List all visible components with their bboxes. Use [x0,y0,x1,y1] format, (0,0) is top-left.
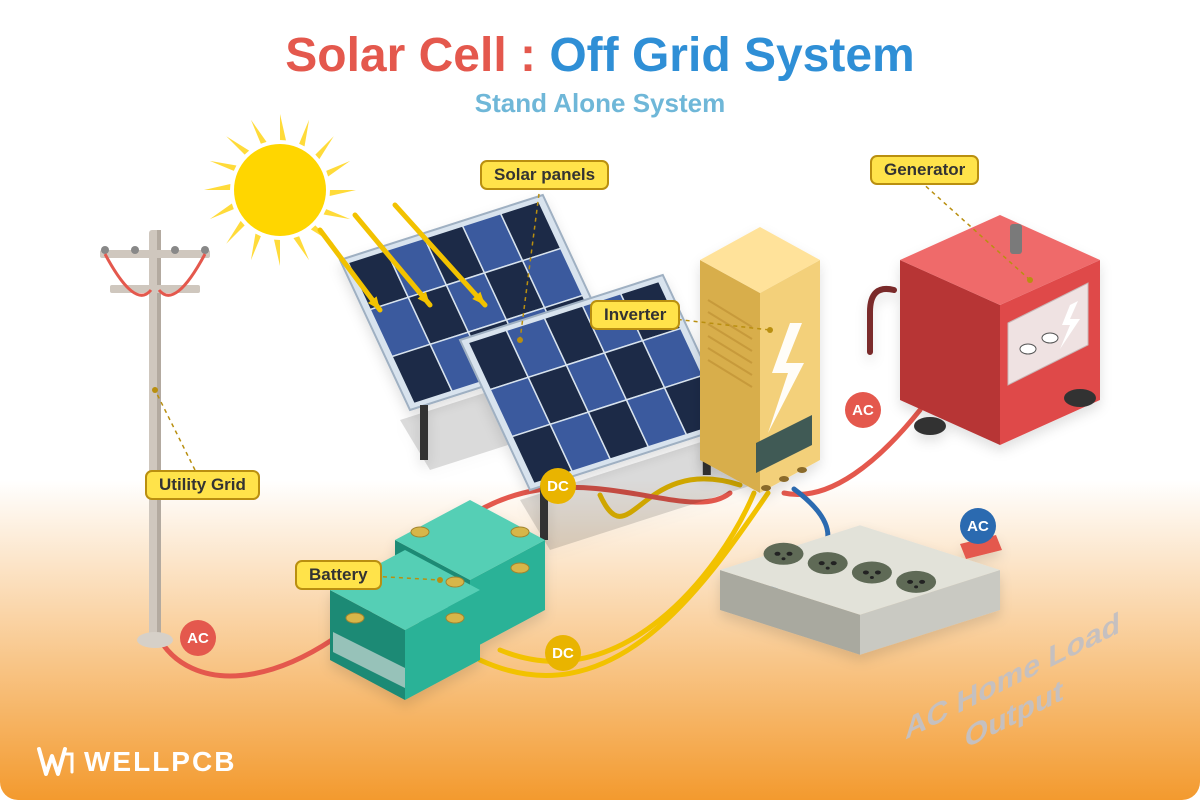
watermark-icon [36,746,76,778]
label-utility-grid: Utility Grid [145,470,260,500]
power-strip [720,525,1002,655]
watermark-text: WELLPCB [84,746,236,778]
generator [870,215,1100,445]
label-generator: Generator [870,155,979,185]
label-solar-panels: Solar panels [480,160,609,190]
badge-dc-battery: DC [545,635,581,671]
label-battery: Battery [295,560,382,590]
inverter [700,227,820,493]
label-inverter: Inverter [590,300,680,330]
badge-dc-panels: DC [540,468,576,504]
utility-pole [100,230,210,648]
watermark-logo: WELLPCB [36,746,236,778]
sun-icon [204,114,356,266]
badge-ac-grid: AC [180,620,216,656]
badge-ac-generator: AC [845,392,881,428]
badge-ac-output: AC [960,508,996,544]
